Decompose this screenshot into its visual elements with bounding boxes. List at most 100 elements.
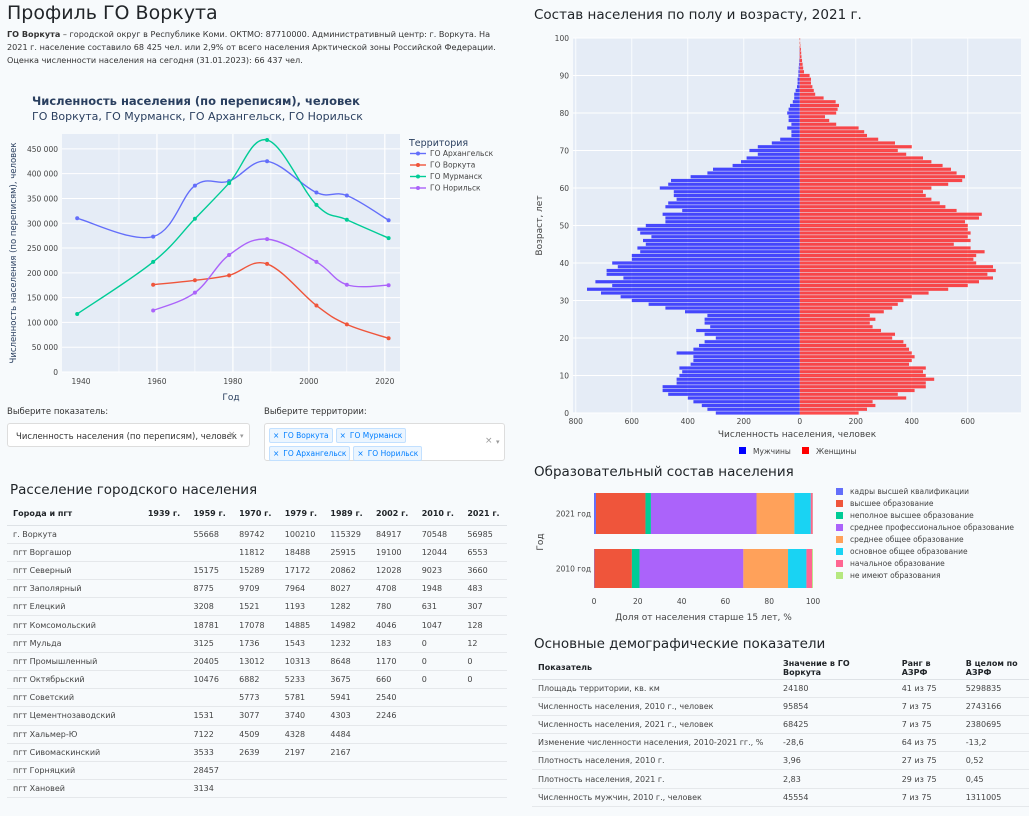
pyramid-bar[interactable] <box>645 223 800 228</box>
pyramid-bar[interactable] <box>799 141 895 145</box>
pyramid-bar[interactable] <box>798 62 800 66</box>
column-header[interactable]: В целом по АЗРФ <box>959 657 1029 680</box>
pyramid-bar[interactable] <box>799 407 867 411</box>
pyramid-bar[interactable] <box>771 141 800 145</box>
data-point[interactable] <box>227 252 232 257</box>
pyramid-bar[interactable] <box>794 92 800 96</box>
pyramid-bar[interactable] <box>799 242 954 246</box>
pyramid-bar[interactable] <box>687 396 800 400</box>
pyramid-bar[interactable] <box>799 220 965 224</box>
pyramid-bar[interactable] <box>798 73 800 78</box>
data-point[interactable] <box>265 261 270 266</box>
pyramid-bar[interactable] <box>797 81 800 85</box>
pyramid-bar[interactable] <box>794 96 800 100</box>
legend-item[interactable]: ГО Архангельск <box>410 149 494 158</box>
legend-item[interactable]: ГО Норильск <box>410 184 481 193</box>
data-point[interactable] <box>386 236 391 241</box>
data-point[interactable] <box>192 290 197 295</box>
pyramid-bar[interactable] <box>799 298 904 303</box>
pyramid-bar[interactable] <box>662 212 800 216</box>
pyramid-bar[interactable] <box>799 58 803 63</box>
data-point[interactable] <box>386 283 391 288</box>
pyramid-bar[interactable] <box>799 268 996 273</box>
pyramid-bar[interactable] <box>798 70 800 74</box>
pyramid-bar[interactable] <box>799 388 915 393</box>
pyramid-bar[interactable] <box>799 366 926 370</box>
pyramid-bar[interactable] <box>799 310 884 314</box>
pyramid-bar[interactable] <box>799 343 907 348</box>
indicator-select[interactable]: Численность населения (по переписям), че… <box>7 423 250 447</box>
pyramid-bar[interactable] <box>799 306 893 310</box>
pyramid-bar[interactable] <box>799 96 824 100</box>
pyramid-bar[interactable] <box>713 167 800 171</box>
pyramid-bar[interactable] <box>799 73 810 78</box>
pyramid-bar[interactable] <box>799 370 923 374</box>
pyramid-bar[interactable] <box>665 220 800 224</box>
pyramid-bar[interactable] <box>757 145 800 149</box>
pyramid-bar[interactable] <box>799 276 993 280</box>
pyramid-bar[interactable] <box>799 325 873 329</box>
pyramid-bar[interactable] <box>791 133 800 138</box>
pyramid-bar[interactable] <box>699 343 800 348</box>
pyramid-bar[interactable] <box>799 182 949 186</box>
pyramid-bar[interactable] <box>799 201 940 205</box>
pyramid-bar[interactable] <box>606 272 800 276</box>
legend-item[interactable]: Женщины <box>802 447 856 456</box>
pyramid-bar[interactable] <box>612 283 800 288</box>
territory-tag[interactable]: × ГО Мурманск <box>335 428 407 443</box>
territory-tag[interactable]: × ГО Воркута <box>269 428 333 443</box>
pyramid-bar[interactable] <box>601 291 800 295</box>
stacked-bar-segment[interactable] <box>594 549 632 588</box>
legend-item[interactable]: неполное высшее образование <box>836 511 974 520</box>
pyramid-bar[interactable] <box>612 261 800 265</box>
pyramid-bar[interactable] <box>798 66 800 70</box>
pyramid-bar[interactable] <box>707 171 800 175</box>
pyramid-bar[interactable] <box>631 298 800 303</box>
legend-item[interactable]: основное общее образование <box>836 547 968 556</box>
territory-tag[interactable]: × ГО Архангельск <box>269 446 351 461</box>
pyramid-bar[interactable] <box>797 85 800 89</box>
pyramid-bar[interactable] <box>792 100 800 104</box>
pyramid-bar[interactable] <box>799 145 912 149</box>
pyramid-bar[interactable] <box>665 205 800 209</box>
data-point[interactable] <box>314 202 319 207</box>
pyramid-bar[interactable] <box>662 385 800 389</box>
stacked-bar-segment[interactable] <box>810 493 813 534</box>
column-header[interactable]: 2021 г. <box>461 503 507 526</box>
pyramid-bar[interactable] <box>799 163 943 168</box>
pyramid-bar[interactable] <box>673 190 800 194</box>
pyramid-bar[interactable] <box>741 160 800 164</box>
legend-item[interactable]: Мужчины <box>739 447 791 456</box>
legend-item[interactable]: не имеют образования <box>836 571 941 580</box>
pyramid-bar[interactable] <box>791 130 800 134</box>
pyramid-bar[interactable] <box>799 265 993 269</box>
pyramid-bar[interactable] <box>637 246 800 250</box>
pyramid-bar[interactable] <box>799 257 974 261</box>
pyramid-bar[interactable] <box>799 100 836 104</box>
clear-icon[interactable]: × <box>228 430 236 440</box>
data-point[interactable] <box>265 159 270 164</box>
legend-item[interactable]: ГО Мурманск <box>410 172 483 181</box>
data-point[interactable] <box>386 336 391 341</box>
pyramid-bar[interactable] <box>799 107 838 111</box>
pyramid-bar[interactable] <box>787 111 800 115</box>
column-header[interactable]: 1959 г. <box>187 503 234 526</box>
data-point[interactable] <box>344 322 349 327</box>
pyramid-bar[interactable] <box>662 388 800 393</box>
pyramid-bar[interactable] <box>799 81 811 85</box>
pyramid-bar[interactable] <box>704 332 800 336</box>
pyramid-bar[interactable] <box>799 171 957 175</box>
pyramid-bar[interactable] <box>651 235 800 239</box>
pyramid-bar[interactable] <box>799 381 926 385</box>
pyramid-bar[interactable] <box>668 392 800 396</box>
legend-item[interactable]: кадры высшей квалификации <box>836 487 969 496</box>
pyramid-bar[interactable] <box>799 336 893 340</box>
pyramid-bar[interactable] <box>780 137 800 141</box>
pyramid-bar[interactable] <box>791 122 800 126</box>
remove-tag-icon[interactable]: × <box>273 449 280 458</box>
stacked-bar-segment[interactable] <box>595 493 646 534</box>
pyramid-bar[interactable] <box>617 265 800 269</box>
pyramid-bar[interactable] <box>799 355 915 359</box>
pyramid-bar[interactable] <box>668 182 800 186</box>
column-header[interactable]: 1979 г. <box>278 503 325 526</box>
